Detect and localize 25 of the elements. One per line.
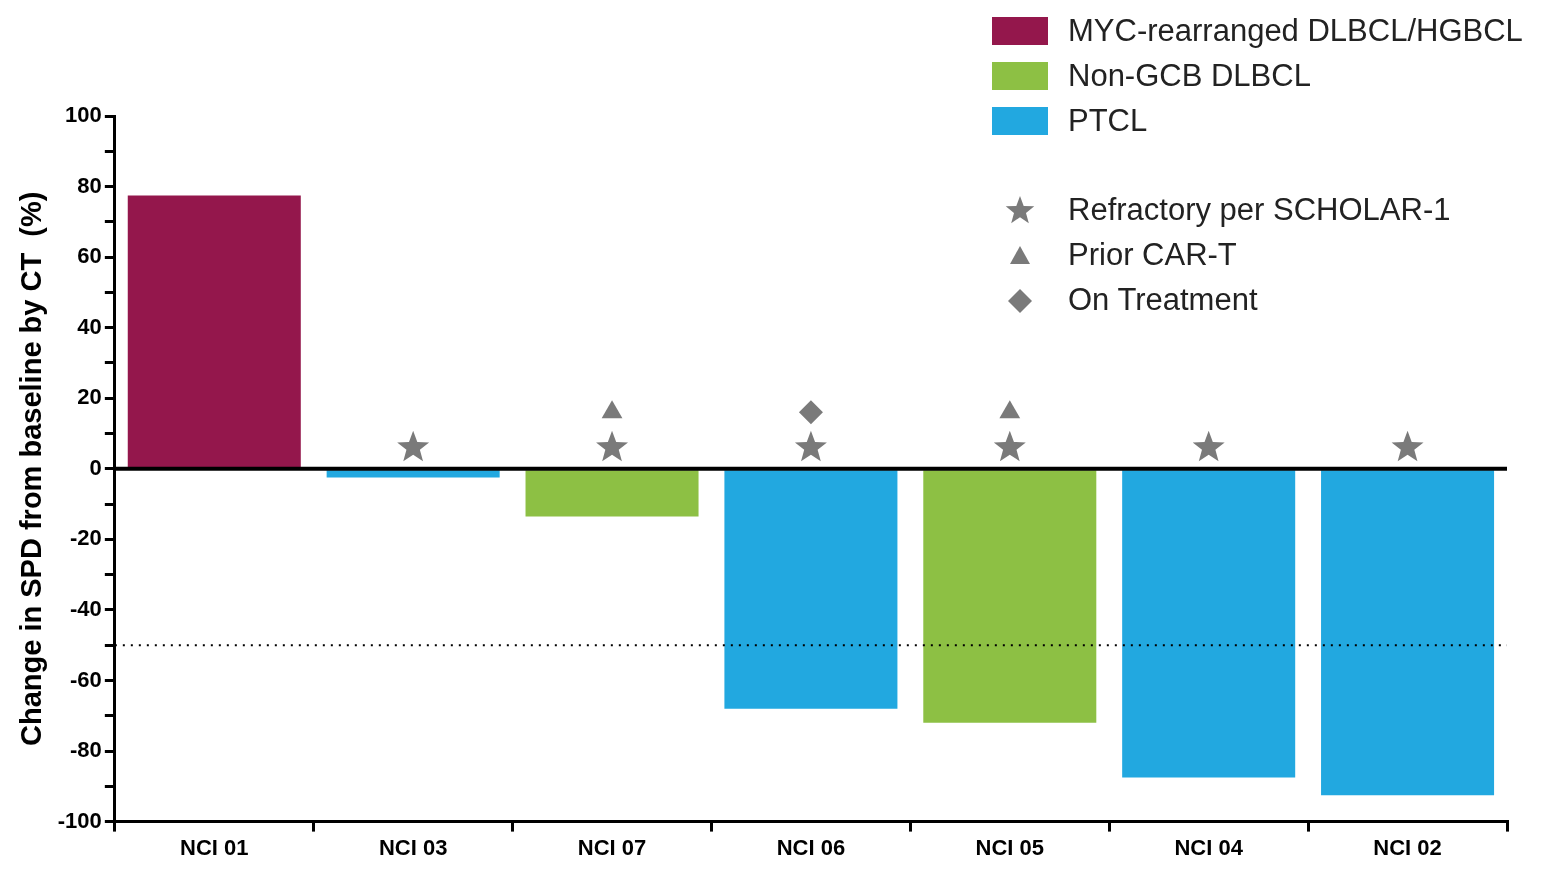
x-tick-label: NCI 01 — [180, 834, 249, 860]
x-tick-label: NCI 07 — [577, 834, 647, 860]
legend-label: MYC-rearranged DLBCL/HGBCL — [1068, 12, 1523, 49]
x-tick-label: NCI 05 — [975, 834, 1045, 860]
x-tick-label: NCI 03 — [378, 834, 448, 860]
y-tick-label: -60 — [70, 666, 102, 692]
y-tick-label: 40 — [77, 313, 102, 339]
y-tick-label: -40 — [70, 595, 102, 621]
y-axis-title: Change in SPD from baseline by CT (%) — [15, 191, 48, 746]
y-tick-label: 20 — [77, 384, 102, 410]
y-tick-label: 0 — [89, 454, 102, 480]
y-tick-label: 60 — [77, 243, 102, 269]
y-tick-label: -80 — [70, 737, 102, 763]
y-tick-label: 100 — [65, 102, 102, 128]
y-tick-label: 80 — [77, 172, 102, 198]
legend-label: Refractory per SCHOLAR-1 — [1068, 191, 1451, 228]
x-tick-label: NCI 02 — [1373, 834, 1442, 860]
y-tick-label: -100 — [57, 807, 102, 833]
x-tick-label: NCI 06 — [776, 834, 846, 860]
legend-label: Prior CAR-T — [1068, 236, 1237, 273]
legend-label: On Treatment — [1068, 281, 1258, 318]
y-tick-label: -20 — [70, 525, 102, 551]
x-tick-label: NCI 04 — [1174, 834, 1244, 860]
legend-label: PTCL — [1068, 102, 1148, 139]
legend-label: Non-GCB DLBCL — [1068, 57, 1311, 94]
